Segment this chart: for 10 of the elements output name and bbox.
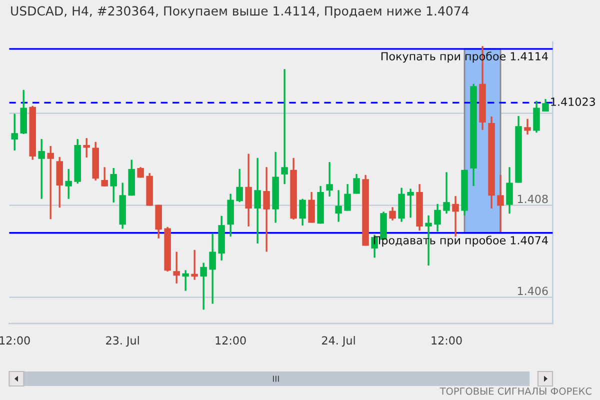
x-tick-label: 12:00 (432, 336, 462, 345)
ref-line-label: 1.41023 (551, 98, 595, 106)
x-tick-label: 12:00 (216, 336, 246, 345)
chart-title: USDCAD, H4, #230364, Покупаем выше 1.4114, Продаем ниже 1.4074 (11, 6, 469, 18)
x-tick-label: 24. Jul (322, 336, 355, 347)
y-tick-label: 1.406 (518, 286, 548, 296)
y-tick-label: 1.408 (518, 194, 548, 204)
text: ТОРГОВЫЕ СИГНАЛЫ ФОРЕКС (440, 387, 592, 395)
x-tick-label: 23. Jul (106, 336, 139, 347)
x-tick-label: 12:00 (0, 336, 30, 345)
